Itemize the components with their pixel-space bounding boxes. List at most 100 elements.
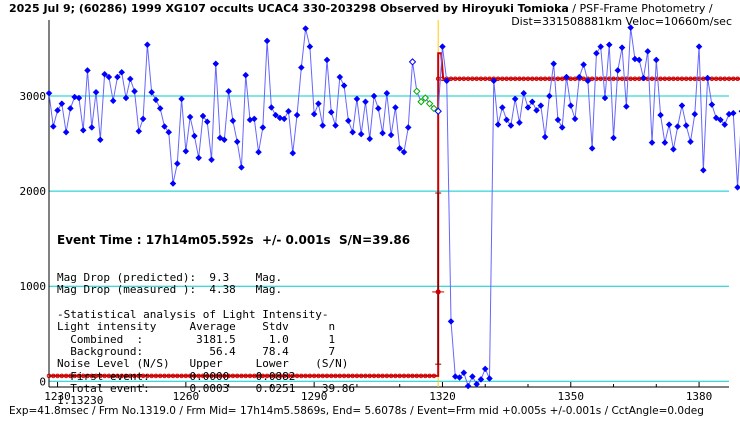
model-point [525,76,531,82]
observed-point [139,115,147,123]
observed-point [242,71,250,79]
observed-point [404,124,412,131]
statistics-line: -Statistical analysis of Light Intensity… [57,308,329,322]
model-point [286,373,291,379]
model-point [504,76,509,82]
grid-layer [49,95,729,382]
statistics-line: 1.13230 [57,394,104,408]
observed-point [717,116,724,124]
observed-point [379,129,386,137]
x-tick-label: 1320 [429,390,456,403]
observed-point [315,100,322,108]
observed-point [229,117,237,125]
observed-point [268,104,275,111]
observed-point [285,107,292,115]
model-point [102,373,107,379]
model-point [512,76,518,82]
observed-point [84,67,91,74]
observed-point [357,130,365,138]
model-point [89,373,95,379]
observed-point [546,92,553,100]
axes-layer [48,20,729,388]
model-point [311,373,317,379]
model-point [495,76,501,82]
observed-point [584,77,592,85]
model-point [671,76,676,82]
model-point [482,76,488,82]
model-point [217,373,223,379]
observed-point [494,121,502,128]
observed-point [212,60,220,68]
observed-point [597,43,605,50]
x-tick-label: 1260 [173,390,200,403]
observed-point [640,74,647,82]
model-point [414,373,420,379]
model-point [157,373,163,379]
observed-point-occulted [417,98,425,106]
observed-point [58,100,66,108]
observed-point [67,105,74,112]
observed-point [721,121,729,128]
observed-point [554,116,562,124]
observed-point [105,73,113,81]
model-point [517,76,522,82]
model-point [273,373,278,379]
observed-point [644,48,652,55]
model-point [204,373,210,379]
observed-point [704,74,711,82]
observed-point [49,123,57,130]
observed-point [327,108,335,116]
observed-point [729,109,737,117]
model-point [465,76,471,82]
model-point [110,373,116,379]
model-point [384,373,390,379]
observed-point [349,128,357,136]
observed-point [708,101,716,108]
model-point [80,373,86,379]
observed-point [670,145,677,153]
model-point [166,373,172,379]
observed-point [464,382,472,390]
observed-point [605,41,613,49]
model-point [474,76,479,82]
observed-point [593,49,600,57]
model-point [123,373,129,379]
observed-point [507,122,515,129]
model-point [149,373,154,379]
observed-point [687,138,694,146]
model-point [559,76,565,82]
observed-point [302,25,309,32]
observed-point [665,121,673,128]
observed-point [610,134,617,142]
model-point [581,76,586,82]
model-point [213,373,219,379]
observed-point [297,64,305,71]
model-point [328,373,334,379]
observed-point [503,116,510,124]
observed-point [310,110,318,118]
x-tick-label: 1380 [686,390,713,403]
model-point [666,76,672,82]
observed-point [293,111,301,119]
observed-point [323,56,331,64]
observed-point [75,94,83,102]
model-point [230,373,236,379]
statistics-line: Mag Drop (measured ): 4.38 Mag. [57,283,283,297]
model-point [341,373,347,379]
model-point [393,373,398,379]
model-point [63,373,69,379]
model-point [324,373,330,379]
model-point [153,373,159,379]
observed-point [272,111,280,119]
observed-point [516,119,523,127]
model-point [307,373,313,379]
observed-point [263,37,271,45]
model-point [367,373,373,379]
observed-point [387,131,395,139]
model-point [589,76,595,82]
x-tick-label: 1290 [301,390,328,403]
model-point [418,373,424,379]
event-time-line: Event Time : 17h14m05.592s +/- 0.001s S/… [57,232,411,247]
observed-point [101,70,108,78]
